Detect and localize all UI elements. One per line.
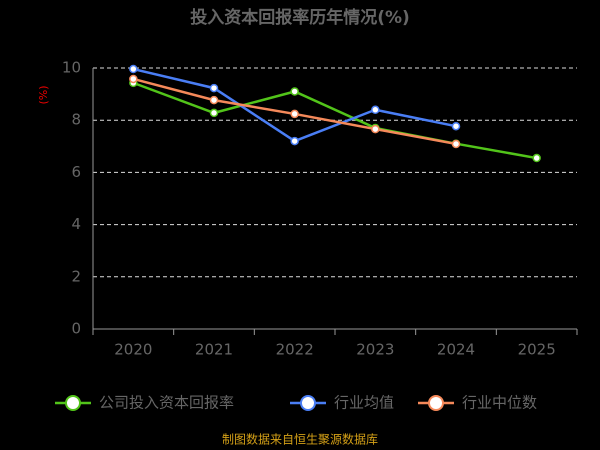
y-tick-label: 10	[62, 59, 81, 77]
legend-marker	[428, 395, 444, 411]
data-point	[451, 121, 461, 131]
data-point	[371, 124, 380, 134]
x-tick-label: 2023	[356, 341, 394, 359]
series-line	[133, 67, 457, 143]
x-tick-label: 2025	[518, 341, 556, 359]
legend-marker	[300, 395, 316, 411]
data-point	[290, 109, 299, 119]
x-tick-label: 2024	[437, 341, 475, 359]
y-tick-label: 2	[71, 267, 81, 285]
y-tick-label: 4	[71, 215, 81, 233]
legend-label: 公司投入资本回报率	[99, 394, 234, 412]
chart-title: 投入资本回报率历年情况(%)	[190, 7, 410, 28]
series-line	[132, 81, 537, 160]
y-tick-label: 0	[71, 320, 81, 338]
x-tick-label: 2020	[114, 341, 152, 359]
data-point	[451, 139, 461, 149]
y-axis-label: (%)	[37, 85, 50, 104]
data-point	[371, 105, 380, 115]
source-note: 制图数据来自恒生聚源数据库	[222, 432, 378, 447]
data-point	[209, 95, 219, 105]
legend-label: 行业中位数	[462, 394, 537, 412]
y-tick-label: 6	[71, 163, 81, 181]
data-point	[209, 108, 219, 118]
legend-marker	[65, 395, 81, 411]
y-tick-label: 8	[71, 111, 81, 129]
data-point	[290, 136, 299, 146]
x-tick-label: 2022	[276, 341, 314, 359]
data-point	[129, 64, 138, 74]
data-point	[209, 83, 219, 93]
data-point	[129, 74, 138, 84]
x-tick-label: 2021	[195, 341, 233, 359]
legend-label: 行业均值	[334, 394, 394, 412]
data-point	[532, 153, 541, 163]
data-point	[290, 87, 299, 96]
